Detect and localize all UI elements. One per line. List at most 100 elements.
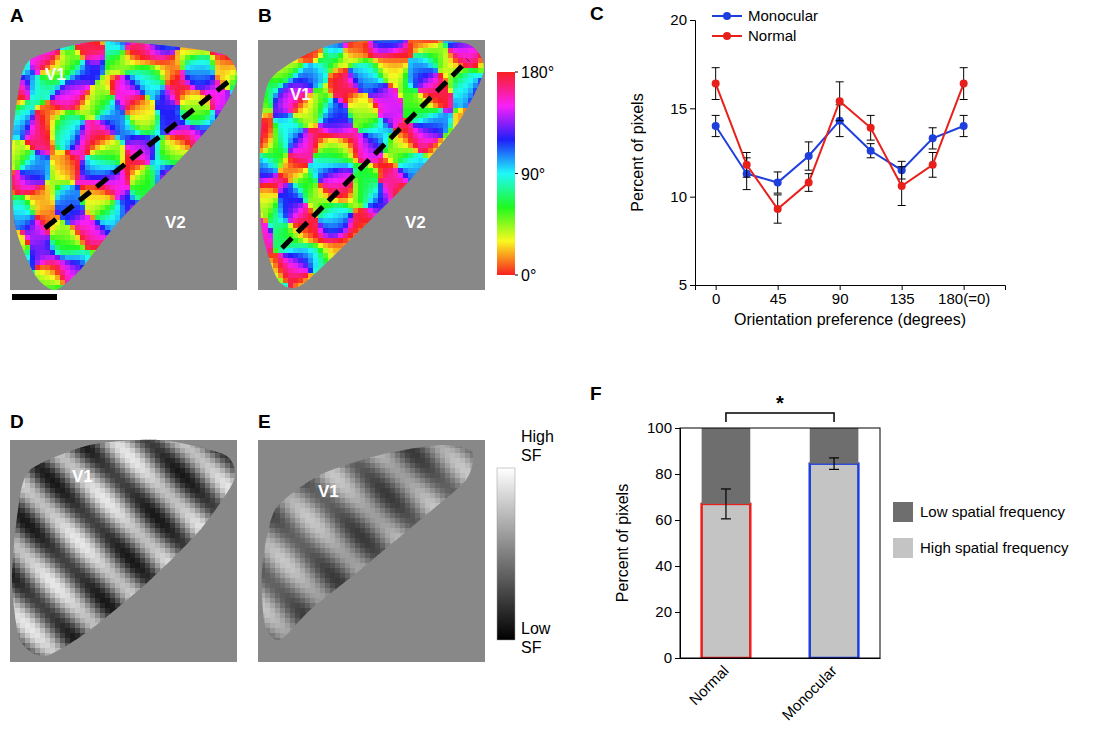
map-pixel xyxy=(20,180,26,186)
map-pixel xyxy=(95,165,101,171)
map-pixel xyxy=(70,55,76,61)
map-pixel xyxy=(160,90,166,96)
map-pixel xyxy=(165,105,171,111)
map-pixel xyxy=(145,100,151,106)
map-pixel xyxy=(140,75,146,81)
map-pixel xyxy=(135,65,141,71)
map-pixel xyxy=(110,185,116,191)
map-pixel xyxy=(125,160,131,166)
map-pixel xyxy=(25,65,31,71)
map-pixel xyxy=(60,50,66,56)
map-pixel xyxy=(185,80,191,86)
map-pixel xyxy=(235,120,241,126)
map-pixel xyxy=(25,215,31,221)
map-pixel xyxy=(190,55,196,61)
map-pixel xyxy=(180,80,186,86)
map-pixel xyxy=(25,205,31,211)
map-pixel xyxy=(65,195,71,201)
map-pixel xyxy=(85,75,91,81)
map-pixel xyxy=(40,100,46,106)
map-pixel xyxy=(165,135,171,141)
map-pixel xyxy=(175,185,181,191)
map-pixel xyxy=(235,165,241,171)
map-pixel xyxy=(75,45,81,51)
map-pixel xyxy=(40,240,46,246)
map-pixel xyxy=(90,255,96,261)
map-pixel xyxy=(95,65,101,71)
map-pixel xyxy=(65,160,71,166)
map-pixel xyxy=(60,245,66,251)
map-pixel xyxy=(235,235,241,241)
map-pixel xyxy=(110,215,116,221)
map-pixel xyxy=(70,155,76,161)
map-pixel xyxy=(85,110,91,116)
map-pixel xyxy=(215,145,221,151)
map-pixel xyxy=(25,235,31,241)
map-pixel xyxy=(35,245,41,251)
map-pixel xyxy=(100,115,106,121)
map-pixel xyxy=(70,110,76,116)
map-pixel xyxy=(195,110,201,116)
map-pixel xyxy=(20,95,26,101)
map-pixel xyxy=(200,140,206,146)
map-pixel xyxy=(185,40,191,46)
map-pixel xyxy=(10,175,16,181)
map-pixel xyxy=(140,125,146,131)
map-pixel xyxy=(40,235,46,241)
map-pixel xyxy=(30,195,36,201)
map-pixel xyxy=(155,170,161,176)
map-pixel xyxy=(90,195,96,201)
map-pixel xyxy=(105,75,111,81)
map-pixel xyxy=(205,70,211,76)
map-pixel xyxy=(90,175,96,181)
map-pixel xyxy=(145,235,151,241)
map-pixel xyxy=(125,210,131,216)
map-pixel xyxy=(175,145,181,151)
map-pixel xyxy=(95,250,101,256)
map-pixel xyxy=(120,60,126,66)
map-pixel xyxy=(235,110,241,116)
map-pixel xyxy=(15,175,21,181)
map-pixel xyxy=(70,140,76,146)
map-pixel xyxy=(60,110,66,116)
map-pixel xyxy=(15,145,21,151)
map-pixel xyxy=(180,105,186,111)
map-pixel xyxy=(65,105,71,111)
map-pixel xyxy=(45,190,51,196)
map-pixel xyxy=(200,40,206,46)
map-pixel xyxy=(165,65,171,71)
map-pixel xyxy=(235,170,241,176)
map-pixel xyxy=(170,60,176,66)
map-pixel xyxy=(225,120,231,126)
map-pixel xyxy=(200,110,206,116)
map-pixel xyxy=(20,90,26,96)
map-pixel xyxy=(120,135,126,141)
map-pixel xyxy=(75,115,81,121)
map-pixel xyxy=(80,255,86,261)
map-pixel xyxy=(235,125,241,131)
map-pixel xyxy=(180,40,186,46)
map-pixel xyxy=(15,215,21,221)
map-pixel xyxy=(95,210,101,216)
map-pixel xyxy=(115,225,121,231)
map-pixel xyxy=(85,140,91,146)
map-pixel xyxy=(15,255,21,261)
map-pixel xyxy=(30,200,36,206)
map-pixel xyxy=(140,130,146,136)
map-pixel xyxy=(30,95,36,101)
map-pixel xyxy=(230,120,236,126)
map-pixel xyxy=(120,75,126,81)
map-pixel xyxy=(35,65,41,71)
map-pixel xyxy=(90,250,96,256)
map-pixel xyxy=(95,170,101,176)
map-pixel xyxy=(195,120,201,126)
map-pixel xyxy=(195,170,201,176)
map-pixel xyxy=(95,120,101,126)
map-pixel xyxy=(105,95,111,101)
map-pixel xyxy=(200,45,206,51)
map-pixel xyxy=(195,205,201,211)
map-pixel xyxy=(85,95,91,101)
map-pixel xyxy=(210,210,216,216)
map-pixel xyxy=(215,150,221,156)
map-pixel xyxy=(110,60,116,66)
